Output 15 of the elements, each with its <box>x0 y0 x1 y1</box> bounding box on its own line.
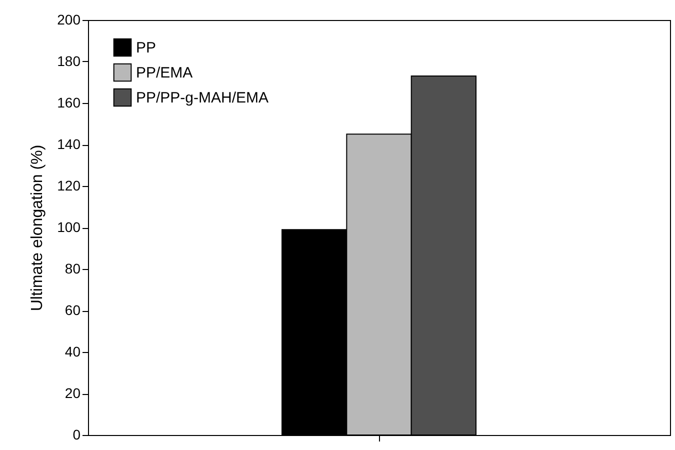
y-tick-label: 100 <box>57 219 81 235</box>
y-tick-label: 180 <box>57 53 81 69</box>
y-tick-label: 200 <box>57 12 81 28</box>
legend-label: PP/EMA <box>136 64 193 82</box>
y-tick-label: 40 <box>64 344 81 360</box>
y-tick-label: 160 <box>57 94 81 110</box>
legend-label: PP <box>136 40 156 56</box>
y-tick-label: 140 <box>57 136 81 152</box>
y-tick-label: 120 <box>57 178 81 194</box>
y-axis-title: Ultimate elongation (%) <box>29 144 46 312</box>
y-tick-label: 0 <box>72 426 81 442</box>
legend-label: PP/PP-g-MAH/EMA <box>136 90 269 106</box>
y-tick-label: 80 <box>64 260 81 276</box>
y-tick-label: 60 <box>64 302 81 318</box>
y-tick-label: 20 <box>64 385 81 401</box>
